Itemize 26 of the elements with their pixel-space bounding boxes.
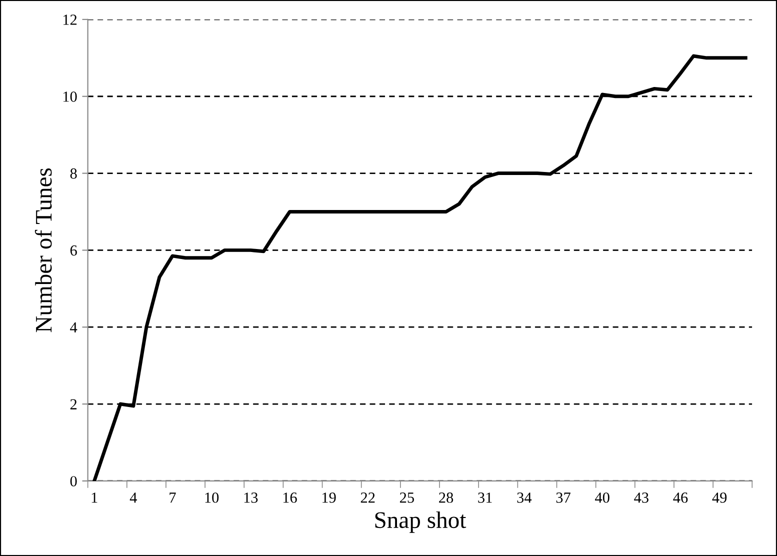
x-tick-label: 37 bbox=[556, 492, 570, 503]
x-tick-label: 46 bbox=[673, 492, 688, 503]
x-tick-label: 34 bbox=[517, 492, 532, 503]
x-tick-label: 16 bbox=[283, 492, 297, 503]
y-tick-label: 2 bbox=[70, 399, 77, 410]
x-tick-label: 4 bbox=[130, 492, 137, 503]
y-tick-label: 6 bbox=[70, 245, 77, 256]
x-tick-label: 19 bbox=[322, 492, 336, 503]
x-tick-label: 7 bbox=[170, 492, 176, 503]
x-tick-label: 28 bbox=[439, 492, 454, 503]
x-tick-label: 10 bbox=[205, 492, 219, 503]
x-tick-label: 1 bbox=[92, 492, 98, 503]
y-tick-label: 12 bbox=[63, 14, 77, 25]
x-tick-label: 31 bbox=[478, 492, 492, 503]
y-tick-label: 8 bbox=[70, 168, 77, 179]
y-tick-label: 4 bbox=[70, 322, 78, 332]
y-tick-label: 10 bbox=[63, 92, 77, 102]
x-tick-label: 22 bbox=[360, 492, 375, 503]
x-tick-label: 25 bbox=[400, 492, 414, 503]
x-tick-label: 43 bbox=[634, 492, 648, 503]
x-tick-label: 49 bbox=[712, 492, 727, 503]
x-axis-title: Snap shot bbox=[375, 511, 466, 533]
x-tick-label: 40 bbox=[594, 492, 610, 503]
x-tick-label: 13 bbox=[244, 492, 258, 503]
y-tick-label: 0 bbox=[70, 476, 77, 486]
y-axis-title: Number of Tunes bbox=[34, 168, 52, 332]
